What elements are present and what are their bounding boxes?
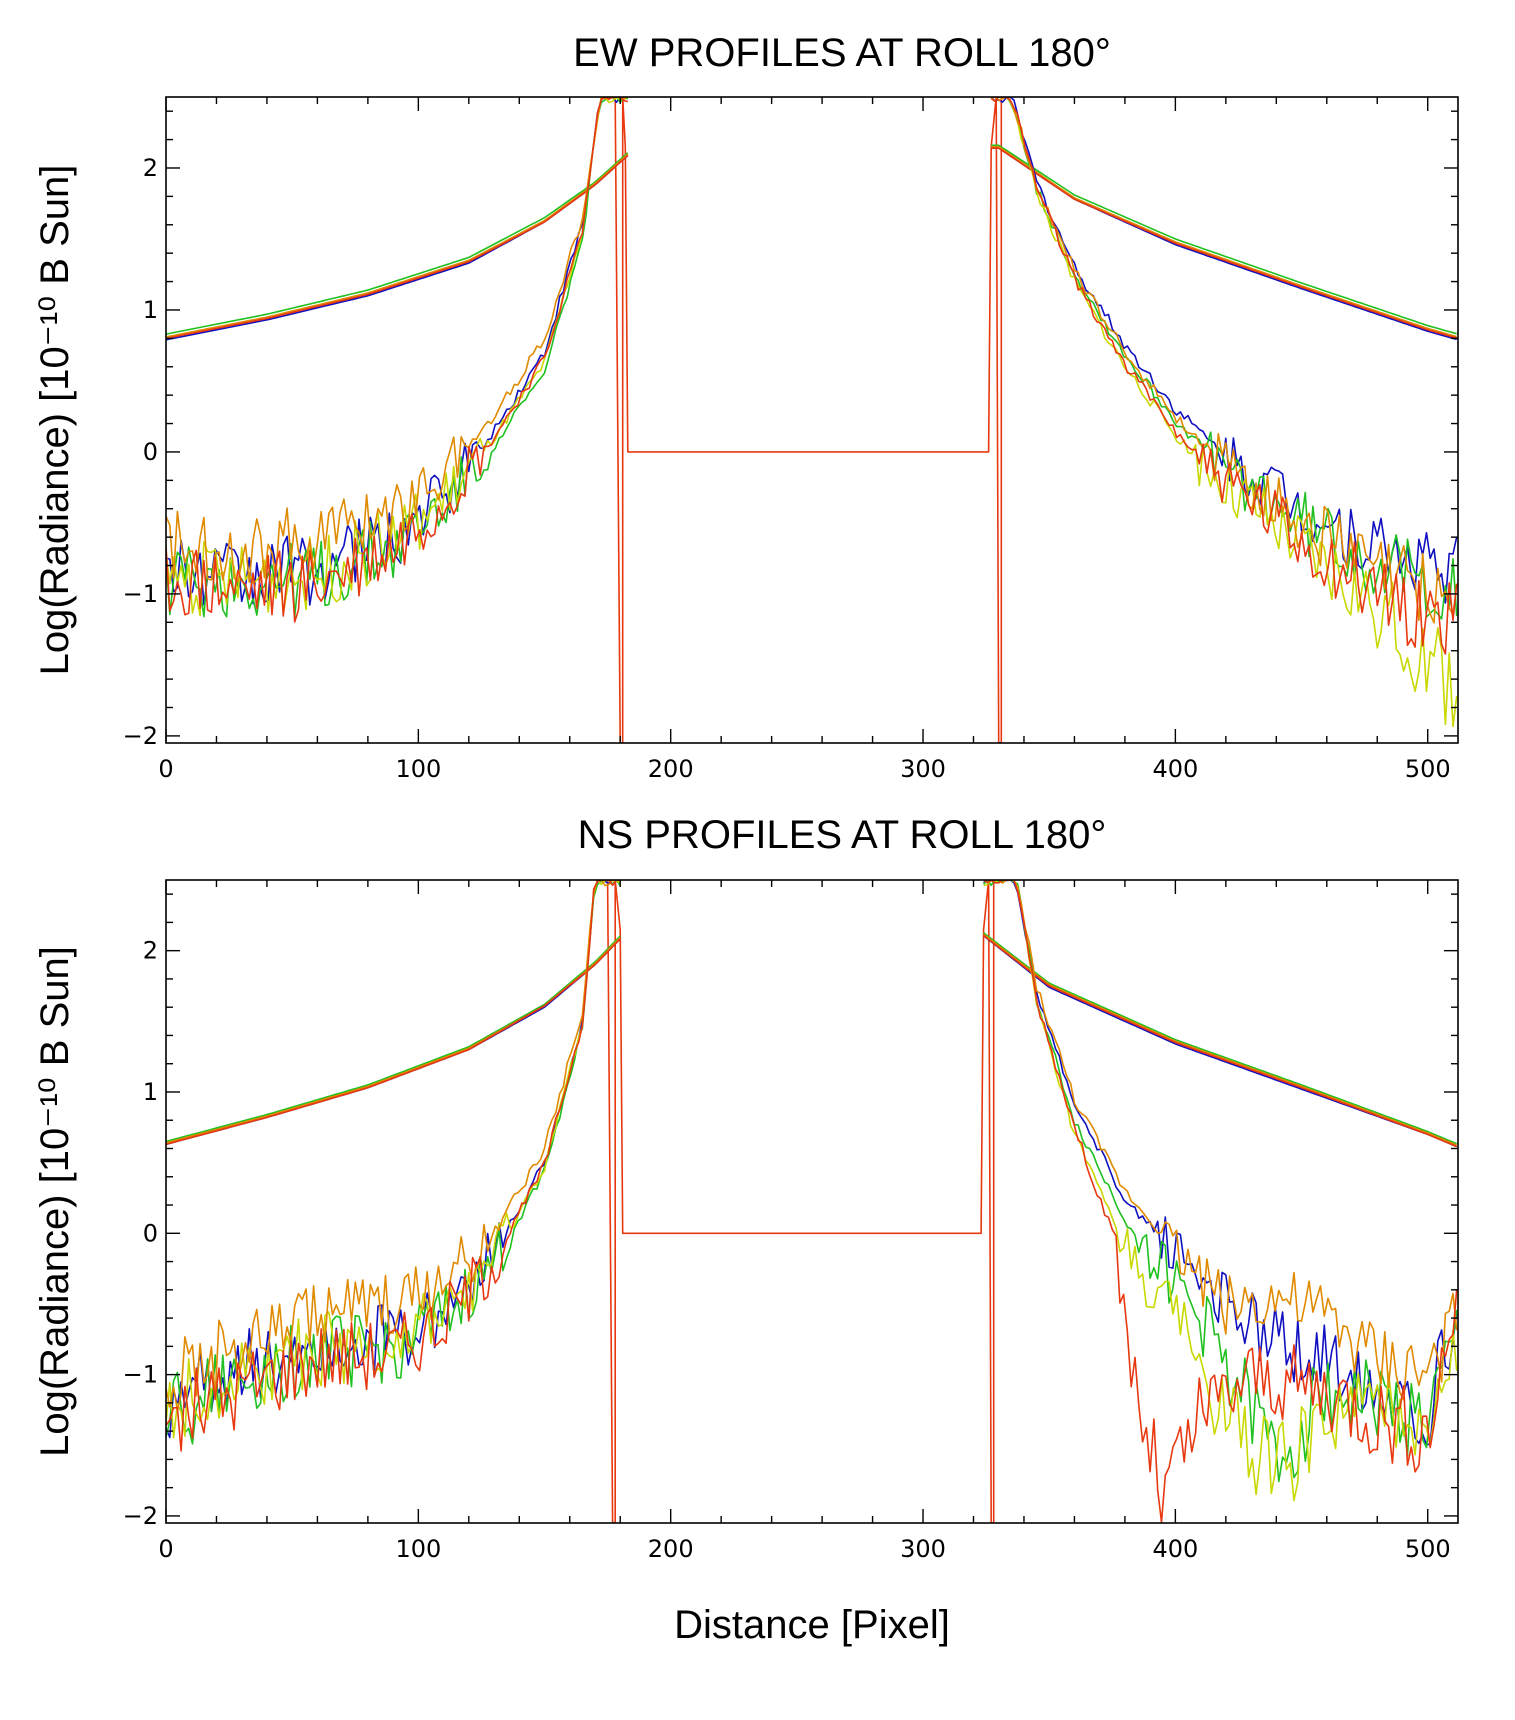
occulter-profile (606, 880, 995, 1523)
y-tick-label: 1 (143, 1078, 158, 1106)
series-line (166, 144, 1457, 335)
series-line (166, 97, 1458, 624)
series-line (166, 880, 1458, 1523)
x-tick-label: 0 (158, 1535, 173, 1563)
series-line (166, 880, 1458, 1412)
chart-title: EW PROFILES AT ROLL 180° (573, 31, 1111, 75)
x-tick-label: 0 (158, 755, 173, 783)
x-tick-label: 500 (1405, 755, 1451, 783)
y-tick-label: 1 (143, 296, 158, 324)
x-tick-label: 500 (1405, 1535, 1451, 1563)
ew-panel: EW PROFILES AT ROLL 180° Log(Radiance) [1… (33, 31, 1459, 783)
series-line (166, 97, 1458, 606)
y-tick-label: −2 (123, 1502, 158, 1530)
y-tick-label: 2 (143, 154, 158, 182)
occulter-profile (614, 97, 1003, 743)
series-line (166, 933, 1458, 1146)
x-tick-label: 400 (1152, 1535, 1198, 1563)
y-tick-label: −1 (123, 1361, 158, 1389)
series-line (166, 145, 1457, 338)
x-tick-label: 300 (900, 1535, 946, 1563)
x-tick-label: 100 (395, 1535, 441, 1563)
series-line (166, 932, 1458, 1145)
x-tick-label: 200 (648, 755, 694, 783)
series-line (166, 880, 1458, 1502)
y-tick-label: 2 (143, 937, 158, 965)
series-line (166, 934, 1458, 1148)
y-tick-label: 0 (143, 438, 158, 466)
x-tick-label: 200 (648, 1535, 694, 1563)
axis-frame (165, 96, 1459, 744)
y-tick-label: −2 (123, 722, 158, 750)
series-line (166, 880, 1458, 1446)
ns-panel: NS PROFILES AT ROLL 180° Log(Radiance) [1… (33, 813, 1459, 1647)
x-tick-label: 400 (1152, 755, 1198, 783)
x-axis-label: Distance [Pixel] (674, 1603, 950, 1647)
plot-area (166, 880, 1458, 1523)
y-tick-label: 0 (143, 1219, 158, 1247)
y-axis-label: Log(Radiance) [10⁻¹⁰ B Sun] (33, 946, 77, 1457)
series-line (166, 97, 1458, 655)
x-tick-label: 100 (395, 755, 441, 783)
plot-area (166, 97, 1458, 743)
series-line (166, 97, 1458, 728)
chart-title: NS PROFILES AT ROLL 180° (578, 813, 1107, 857)
y-tick-label: −1 (123, 580, 158, 608)
series-line (166, 147, 1457, 340)
series-line (166, 935, 1458, 1148)
x-tick-label: 300 (900, 755, 946, 783)
axis-frame (165, 879, 1459, 1524)
y-axis-label: Log(Radiance) [10⁻¹⁰ B Sun] (33, 165, 77, 676)
series-line (166, 147, 1457, 341)
series-line (166, 97, 1458, 620)
